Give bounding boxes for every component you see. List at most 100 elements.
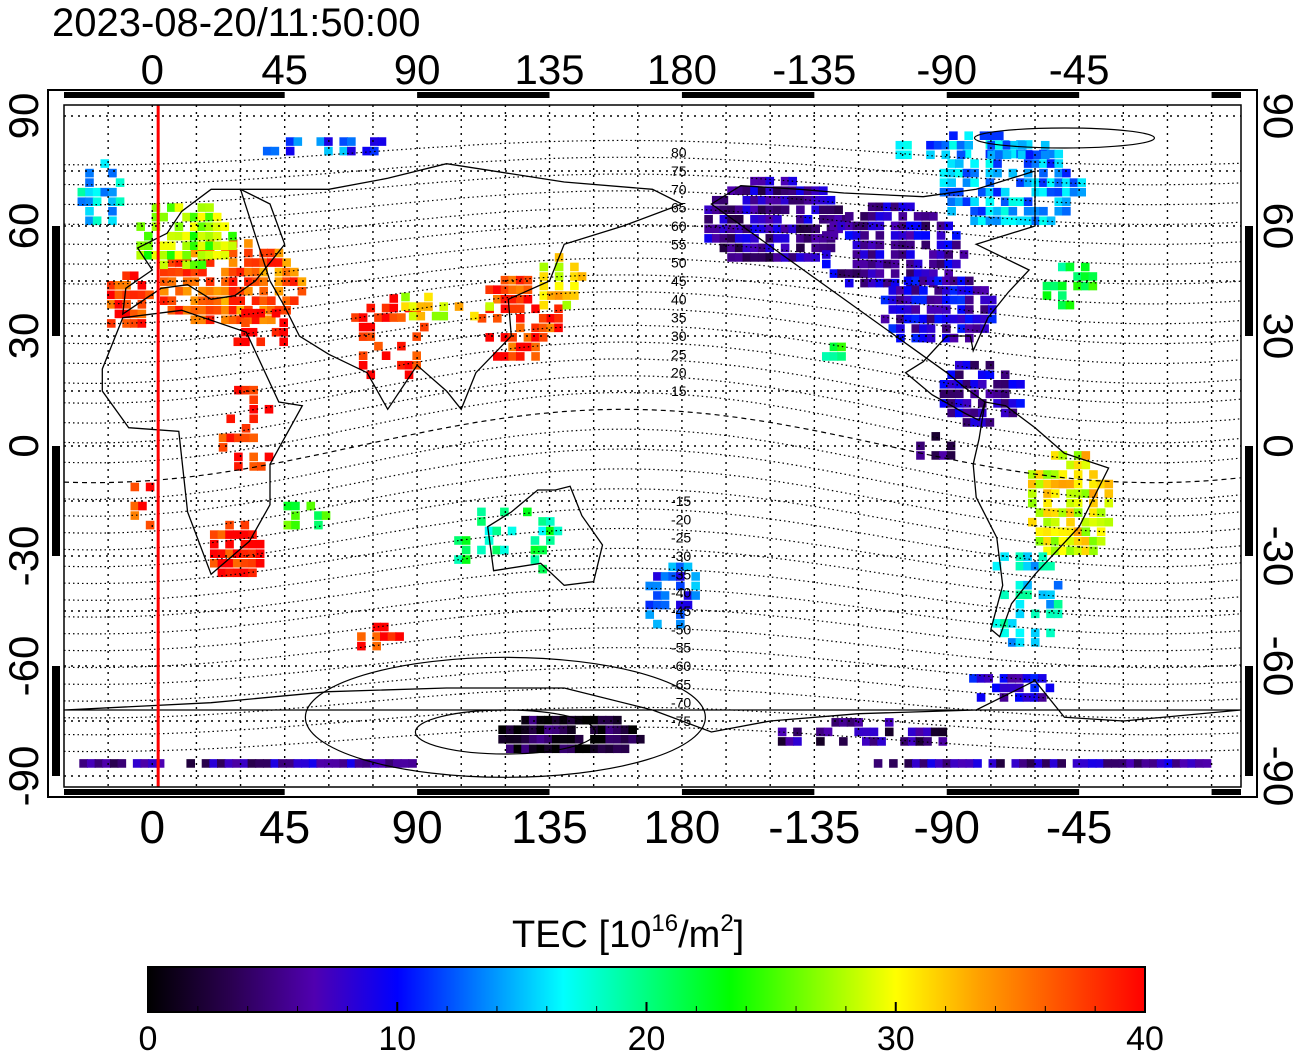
tec-cell (727, 234, 736, 243)
tec-cell (964, 324, 974, 333)
tec-cell (977, 187, 987, 197)
tec-cell (159, 286, 169, 296)
tec-cell (947, 178, 956, 187)
tec-cell (197, 231, 207, 241)
tec-cell (796, 195, 805, 205)
tec-cell (1081, 546, 1091, 556)
tec-cell (205, 212, 214, 222)
tec-cell (213, 305, 223, 315)
tec-cell (240, 549, 250, 558)
contour-label--60: -60 (671, 658, 691, 674)
tec-cell (1043, 527, 1052, 536)
tec-cell (197, 222, 207, 231)
tec-cell (926, 276, 936, 286)
bottom-tick-label: -90 (914, 801, 980, 853)
tec-cell (919, 759, 929, 768)
tec-cell (321, 511, 331, 520)
tec-cell (241, 433, 251, 443)
tec-cell (921, 212, 931, 221)
tec-cell (248, 568, 257, 578)
tec-cell (780, 205, 790, 215)
tec-cell (896, 295, 905, 305)
tec-cell (988, 759, 998, 768)
tec-cell (1054, 187, 1064, 197)
contour-label--55: -55 (671, 640, 691, 656)
tec-cell (954, 197, 964, 206)
tec-cell (742, 243, 752, 253)
tec-cell (182, 231, 191, 241)
tec-cell (993, 206, 1002, 216)
tec-cell (911, 286, 921, 295)
right-axis-ticks: 90 60 30 0 -30 -60 -90 (1255, 93, 1294, 807)
tec-cell (757, 176, 767, 186)
tec-cell (860, 221, 869, 231)
tec-cell (166, 250, 176, 260)
tec-cell (130, 511, 140, 520)
tec-cell (574, 734, 584, 744)
tec-cell (734, 253, 744, 262)
tec-cell (811, 253, 820, 262)
tec-cell (234, 462, 243, 471)
tec-cell (115, 178, 125, 187)
tec-cell (704, 234, 713, 243)
tec-cell (374, 313, 383, 322)
tec-cell (852, 231, 862, 240)
tec-cell (551, 734, 561, 744)
tec-cell (742, 186, 752, 195)
tec-cell (544, 715, 553, 725)
tec-cell (888, 286, 898, 295)
tec-cell (289, 277, 299, 286)
tec-cell (1081, 489, 1091, 498)
tec-cell (895, 150, 905, 160)
tec-cell (186, 759, 196, 768)
tec-cell (1179, 759, 1189, 768)
tec-cell (911, 314, 921, 324)
tec-cell (785, 737, 795, 746)
tec-cell (1172, 759, 1181, 768)
tec-cell (1038, 552, 1048, 561)
tec-cell (1008, 399, 1018, 408)
tec-cell (1030, 628, 1040, 638)
tec-cell (1039, 168, 1048, 178)
tec-cell (515, 285, 525, 294)
tec-cell (397, 360, 406, 370)
tec-cell (439, 302, 449, 311)
tec-cell (676, 581, 685, 591)
tec-cell (1022, 674, 1032, 683)
tec-cell (1089, 508, 1098, 517)
tec-cell (949, 131, 958, 140)
tec-cell (676, 610, 685, 619)
tec-cell (944, 240, 953, 250)
tec-cell (358, 351, 368, 360)
tec-cell (324, 146, 333, 156)
tec-cell (620, 725, 630, 734)
tec-cell (959, 250, 969, 259)
tec-cell (244, 258, 253, 267)
tec-cell (780, 195, 790, 205)
tec-cell (1015, 600, 1025, 609)
mlat-contour (64, 190, 1241, 226)
tec-cell (977, 370, 987, 380)
tec-cell (259, 277, 268, 286)
tec-cell (875, 250, 885, 259)
tec-cell (780, 234, 790, 243)
tec-cell (1037, 693, 1047, 702)
tec-cell (962, 418, 972, 427)
tec-cell (942, 314, 951, 324)
tec-cell (190, 267, 200, 277)
tec-cell (1043, 498, 1052, 508)
tec-cell (949, 314, 959, 324)
magnetic-latitude-contours (64, 127, 1241, 778)
colorbar-tick-label: 0 (139, 1020, 158, 1057)
tec-cell (1046, 590, 1055, 600)
tec-cell (811, 224, 820, 234)
mlat-contour (64, 291, 1241, 345)
tec-cell (765, 215, 775, 224)
tec-cell (221, 305, 230, 315)
tec-cell (145, 482, 155, 492)
right-tick-label: 30 (1255, 313, 1294, 360)
tec-cell (347, 137, 356, 146)
tec-cell (869, 737, 879, 746)
tec-cell (660, 591, 670, 600)
tec-cell (538, 323, 548, 333)
